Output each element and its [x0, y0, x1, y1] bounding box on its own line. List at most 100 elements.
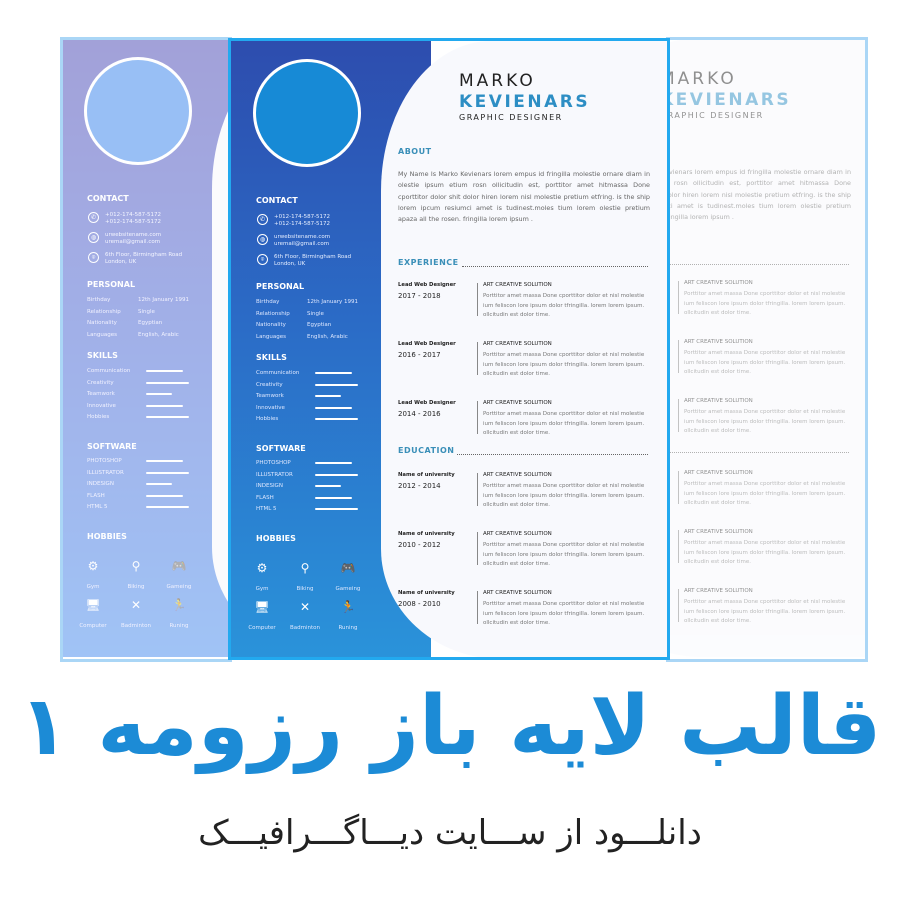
resume-preview-main: CONTACT ✆ +012-174-587-5172 +012-174-587…	[228, 38, 670, 660]
job-role: GRAPHIC DESIGNER	[666, 111, 764, 120]
first-name: MARKO	[666, 69, 737, 89]
location-pin-icon: ⌾	[88, 252, 99, 263]
personal-label: Relationship	[87, 308, 121, 315]
personal-heading: PERSONAL	[87, 280, 136, 289]
entry-company: ART CREATIVE SOLUTION	[684, 339, 753, 345]
computer-icon: 🖥	[254, 600, 270, 614]
software-label: ILLUSTRATOR	[87, 469, 124, 476]
profile-photo-placeholder	[84, 57, 192, 165]
education-heading: EDUCATION	[398, 446, 648, 455]
entry-years: 2016 - 2017	[398, 351, 441, 359]
software-level-bar	[315, 462, 352, 464]
phone-icon: ✆	[88, 212, 99, 223]
education-heading-text: EDUCATION	[398, 446, 455, 455]
software-row: HTML 5	[256, 506, 376, 514]
hobby-label: Badminton	[120, 623, 151, 629]
software-label: INDESIGN	[256, 483, 283, 489]
hobby-label: Gym	[255, 586, 269, 592]
bike-icon: ⚲	[300, 561, 310, 575]
skills-level-bar	[146, 381, 189, 384]
entry-description: Porttitor amet massa Done cporttitor dol…	[483, 352, 645, 377]
personal-label: Birthday	[256, 299, 280, 305]
entry-title: Name of university	[398, 590, 455, 596]
last-name: KEVIENARS	[666, 90, 792, 110]
software-level-bar	[315, 508, 358, 510]
skills-label: Hobbies	[256, 416, 279, 422]
contact-phone: ✆ +012-174-587-5172 +012-174-587-5172	[87, 212, 207, 226]
personal-value: 12th January 1991	[138, 297, 189, 303]
gamepad-icon: 🎮	[171, 559, 187, 573]
job-role: GRAPHIC DESIGNER	[459, 113, 563, 122]
skills-heading: SKILLS	[256, 353, 287, 362]
hobby-label: Gym	[86, 584, 100, 590]
hobby-label: Runing	[338, 625, 358, 631]
experience-entry: Lead Web Designer 2014 - 2016 ART CREATIVE…	[398, 400, 650, 450]
hobby-label: Computer	[248, 625, 276, 631]
divider	[669, 259, 849, 265]
entry-description: Porttitor amet massa Done cporttitor dol…	[684, 350, 846, 375]
email: uremail@gmail.com	[105, 239, 161, 245]
entry-description: Porttitor amet massa Done cporttitor dol…	[684, 409, 846, 434]
software-level-bar	[146, 483, 172, 485]
contact-heading: CONTACT	[87, 194, 129, 203]
contact-web: ◍ urwebsitename.com uremail@gmail.com	[256, 234, 376, 248]
personal-row: Nationality Egyptian	[87, 320, 162, 326]
experience-heading: EXPERIENCE	[669, 256, 849, 265]
running-icon: 🏃	[340, 600, 356, 614]
hobby-label: Biking	[127, 584, 145, 590]
software-row: FLASH	[256, 495, 376, 503]
software-heading: SOFTWARE	[256, 444, 306, 453]
personal-label: Birthday	[87, 297, 111, 303]
resume-preview-right: CONTACT ✆ +012-174-587-5172 +012-174-587…	[666, 37, 868, 662]
hobby-label: Gameing	[166, 584, 192, 590]
badminton-icon: ✕	[299, 600, 311, 614]
banner-subtitle: دانلـــود از ســـایت دیـــاگـــرافیـــک	[198, 813, 702, 853]
personal-value: 12th January 1991	[307, 299, 358, 305]
hobby-item: 🖥 Computer	[242, 600, 282, 633]
banner-title: قالب لایه باز رزومه ۱	[18, 679, 882, 774]
hobby-item: 🎮 Gameing	[328, 561, 368, 594]
personal-label: Nationality	[256, 322, 286, 328]
divider	[477, 342, 478, 375]
skills-row: Creativity	[87, 380, 207, 388]
phone-2: +012-174-587-5172	[274, 221, 331, 227]
resume-content-panel	[212, 40, 229, 657]
software-label: PHOTOSHOP	[256, 460, 291, 466]
divider	[678, 530, 679, 563]
skills-label: Creativity	[87, 379, 114, 386]
skills-level-bar	[315, 383, 358, 386]
education-entry: Name of university 2012 - 2014 ART CREATIV…	[398, 472, 650, 522]
resume-page: CONTACT ✆ +012-174-587-5172 +012-174-587…	[231, 41, 667, 657]
skills-row: Innovative	[87, 403, 207, 411]
badminton-icon: ✕	[130, 598, 142, 612]
personal-heading: PERSONAL	[256, 282, 305, 291]
resume-content-panel	[381, 41, 667, 657]
resume-sidebar: CONTACT ✆ +012-174-587-5172 +012-174-587…	[231, 41, 431, 657]
entry-title: Lead Web Designer	[398, 341, 456, 347]
personal-label: Relationship	[256, 310, 290, 317]
education-heading: EDUCATION	[669, 444, 849, 453]
software-label: HTML 5	[256, 506, 277, 512]
entry-years: 2017 - 2018	[398, 292, 441, 300]
entry-description: Porttitor amet massa Done cporttitor dol…	[684, 481, 846, 506]
entry-title: Lead Web Designer	[398, 400, 456, 406]
entry-company: ART CREATIVE SOLUTION	[483, 590, 552, 596]
address-line-2: London, UK	[274, 261, 306, 267]
divider	[477, 283, 478, 316]
skills-label: Communication	[87, 368, 131, 374]
software-row: HTML 5	[87, 504, 207, 512]
personal-row: Birthday 12th January 1991	[87, 297, 189, 303]
dumbbell-icon: ⚙	[87, 559, 99, 573]
hobby-item: ✕ Badminton	[285, 600, 325, 633]
entry-description: Porttitor amet massa Done cporttitor dol…	[483, 483, 645, 508]
software-row: PHOTOSHOP	[256, 460, 376, 468]
entry-description: Porttitor amet massa Done cporttitor dol…	[483, 293, 645, 318]
software-row: ILLUSTRATOR	[87, 470, 207, 478]
entry-company: ART CREATIVE SOLUTION	[684, 470, 753, 476]
software-heading: SOFTWARE	[87, 442, 137, 451]
